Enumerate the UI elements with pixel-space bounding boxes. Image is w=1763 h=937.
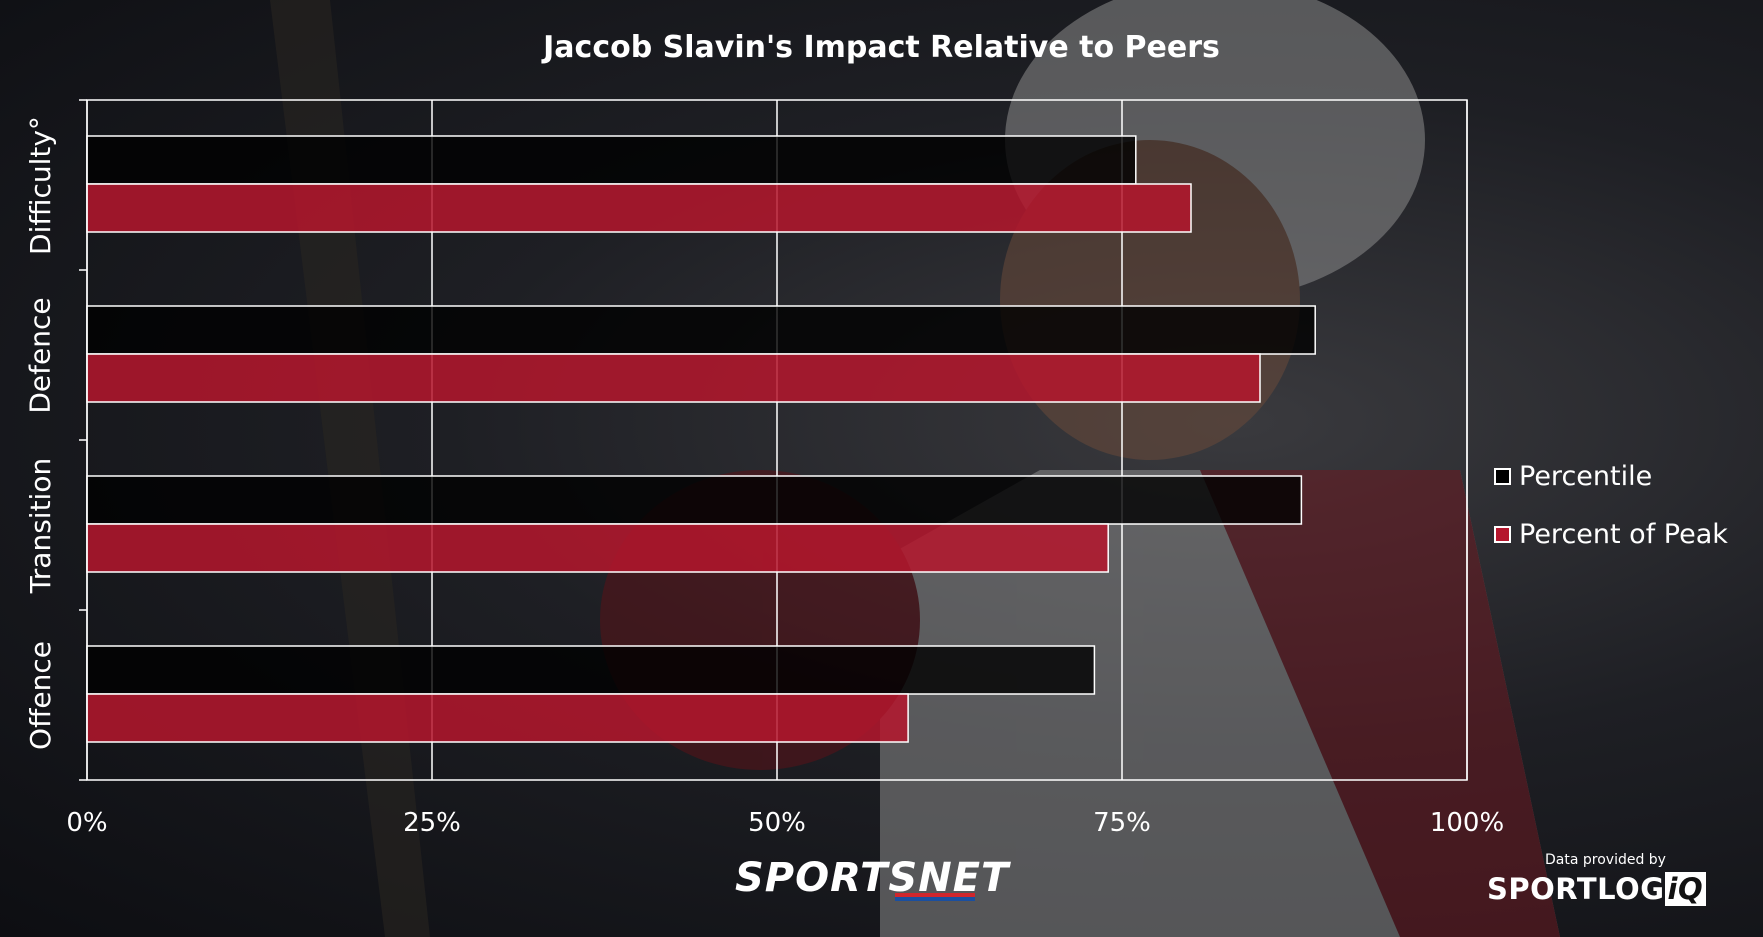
plot-border xyxy=(86,99,1468,781)
legend-item-percentile: Percentile xyxy=(1494,458,1728,494)
bar-percentile-difficulty xyxy=(86,135,1137,185)
legend-swatch-percent-of-peak xyxy=(1494,525,1511,543)
sportsnet-logo-stripe xyxy=(895,893,975,901)
legend-label-percentile: Percentile xyxy=(1519,460,1653,492)
legend-item-percent-of-peak: Percent of Peak xyxy=(1494,516,1728,552)
bar-percent-of-peak-difficulty xyxy=(86,183,1192,233)
plot-frame xyxy=(79,99,1468,781)
bar-percentile-defence xyxy=(86,305,1316,355)
sportlogiq-logo-main: SPORTLOG xyxy=(1487,872,1665,906)
bar-percentile-transition xyxy=(86,475,1303,525)
bar-percent-of-peak-offence xyxy=(86,693,909,743)
y-tick-label-3: Offence xyxy=(23,640,57,750)
legend: Percentile Percent of Peak xyxy=(1494,458,1728,574)
x-tick-label-2: 50% xyxy=(748,808,806,838)
y-tick-label-2: Transition xyxy=(23,457,57,593)
y-tick-label-0: Difficulty° xyxy=(23,115,57,255)
bar-percentile-offence xyxy=(86,645,1096,695)
legend-swatch-percentile xyxy=(1494,467,1511,485)
bars xyxy=(86,135,1316,743)
sportlogiq-logo-iq: iQ xyxy=(1664,872,1707,906)
y-tick-label-1: Defence xyxy=(23,296,57,414)
x-tick-label-4: 100% xyxy=(1429,808,1505,838)
data-provided-by-label: Data provided by xyxy=(1545,852,1666,868)
sportlogiq-logo: SPORTLOG iQ xyxy=(1487,872,1707,906)
jersey-red-panel xyxy=(1200,470,1560,937)
bar-percent-of-peak-transition xyxy=(86,523,1109,573)
x-tick-label-1: 25% xyxy=(403,808,461,838)
legend-label-percent-of-peak: Percent of Peak xyxy=(1519,518,1728,550)
x-tick-label-3: 75% xyxy=(1093,808,1151,838)
bar-percent-of-peak-defence xyxy=(86,353,1261,403)
chart-title: Jaccob Slavin's Impact Relative to Peers xyxy=(543,30,1220,65)
x-tick-label-0: 0% xyxy=(66,808,108,838)
